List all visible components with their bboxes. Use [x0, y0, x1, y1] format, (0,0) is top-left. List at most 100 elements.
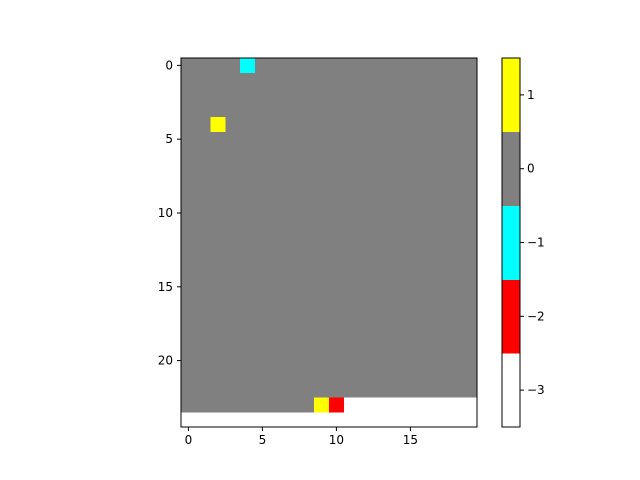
heatmap-cell [329, 397, 345, 413]
heatmap-cell [240, 279, 256, 295]
heatmap-cell [388, 382, 404, 398]
heatmap-cell [240, 117, 256, 133]
heatmap-cell [462, 87, 478, 103]
heatmap-cell [343, 161, 359, 177]
heatmap-cell [181, 220, 197, 236]
heatmap-cell [403, 117, 419, 133]
heatmap-cell [299, 102, 315, 118]
heatmap-cell [447, 249, 463, 266]
heatmap-cell [447, 323, 463, 339]
x-axis: 0 5 10 15 [185, 427, 418, 447]
heatmap-cell [269, 279, 285, 295]
heatmap-cell [329, 249, 345, 266]
heatmap-cell [255, 308, 271, 325]
heatmap-cell [210, 294, 226, 310]
heatmap-cell [403, 367, 419, 384]
heatmap-cell [225, 367, 241, 384]
heatmap-cell [343, 323, 359, 339]
heatmap-cell [403, 72, 419, 88]
heatmap-cell [255, 146, 271, 162]
heatmap-cell [462, 161, 478, 177]
heatmap-cell [388, 338, 404, 354]
heatmap-cell [358, 279, 374, 295]
heatmap-cell [314, 87, 330, 103]
heatmap-cell [181, 72, 197, 88]
heatmap-cell [447, 338, 463, 354]
heatmap-cell [417, 308, 433, 325]
heatmap-cell [299, 72, 315, 88]
heatmap-cell [403, 161, 419, 177]
heatmap-cell [210, 72, 226, 88]
heatmap-cell [284, 279, 300, 295]
heatmap-cell [373, 102, 389, 118]
y-axis: 0 5 10 15 20 [158, 58, 181, 368]
heatmap-cell [195, 235, 211, 251]
heatmap-cell [403, 176, 419, 192]
heatmap-cell [447, 131, 463, 147]
heatmap-cell [284, 323, 300, 339]
heatmap-cell [299, 338, 315, 354]
heatmap-cell [225, 338, 241, 354]
heatmap-cell [343, 382, 359, 398]
heatmap-cell [225, 249, 241, 266]
heatmap-cell [462, 264, 478, 280]
heatmap-cell [299, 58, 315, 74]
heatmap-cell [388, 249, 404, 266]
heatmap-cell [284, 102, 300, 118]
heatmap-cell [432, 176, 448, 192]
heatmap-cell [210, 338, 226, 354]
heatmap-cell [210, 117, 226, 133]
heatmap-cell [225, 131, 241, 147]
heatmap-cell [210, 323, 226, 339]
heatmap-cell [343, 117, 359, 133]
heatmap-cell [462, 338, 478, 354]
heatmap-cell [373, 205, 389, 221]
heatmap-cell [240, 205, 256, 221]
heatmap-cell [269, 190, 285, 206]
heatmap-cell [240, 102, 256, 118]
colorbar-tick-label: 1 [527, 88, 535, 102]
heatmap-cell [210, 397, 226, 413]
heatmap-cell [417, 220, 433, 236]
heatmap-cell [462, 279, 478, 295]
heatmap-cell [299, 87, 315, 103]
heatmap-cell [403, 397, 419, 413]
heatmap-cell [299, 117, 315, 133]
heatmap-cell [181, 235, 197, 251]
heatmap-cell [447, 117, 463, 133]
heatmap-cell [181, 87, 197, 103]
heatmap-cell [210, 87, 226, 103]
heatmap-cell [447, 161, 463, 177]
heatmap-cell [314, 382, 330, 398]
heatmap-cell [181, 190, 197, 206]
heatmap-cell [255, 205, 271, 221]
heatmap-cell [240, 235, 256, 251]
heatmap-cell [329, 117, 345, 133]
heatmap-cell [447, 146, 463, 162]
heatmap-cell [388, 367, 404, 384]
heatmap-cell [195, 323, 211, 339]
heatmap-cell [343, 146, 359, 162]
heatmap-cell [299, 367, 315, 384]
heatmap-cell [195, 308, 211, 325]
heatmap-cell [284, 338, 300, 354]
heatmap-cell [432, 205, 448, 221]
heatmap-cell [447, 308, 463, 325]
heatmap-cell [373, 87, 389, 103]
heatmap-cell [314, 308, 330, 325]
heatmap-cell [373, 308, 389, 325]
heatmap-cell [447, 264, 463, 280]
heatmap-cell [329, 367, 345, 384]
heatmap-cell [269, 176, 285, 192]
heatmap-cell [255, 235, 271, 251]
heatmap-cell [343, 87, 359, 103]
heatmap-cell [299, 205, 315, 221]
heatmap-cell [329, 235, 345, 251]
heatmap-cell [343, 249, 359, 266]
heatmap-cell [210, 382, 226, 398]
heatmap-cell [314, 102, 330, 118]
heatmap-cell [195, 205, 211, 221]
heatmap-cell [284, 205, 300, 221]
heatmap-cell [181, 117, 197, 133]
heatmap-cell [299, 323, 315, 339]
